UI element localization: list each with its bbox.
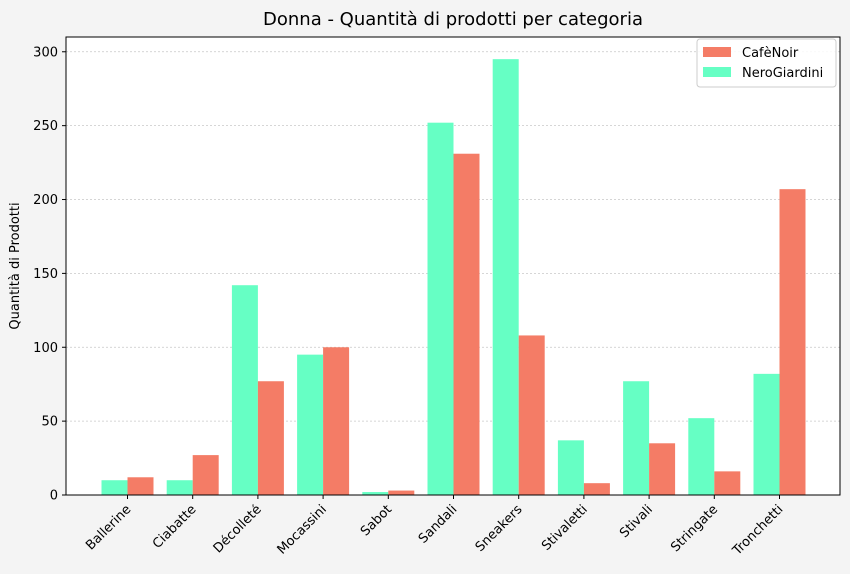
legend-box xyxy=(696,38,837,88)
bar-nerogiardini-4 xyxy=(362,492,389,495)
bar-cafenoir-6 xyxy=(518,335,545,495)
y-axis: 0 50 100 150 200 250 300 xyxy=(33,45,66,504)
bar-cafenoir-3 xyxy=(323,347,350,495)
bar-cafenoir-8 xyxy=(649,443,676,495)
legend-label: CafèNoir xyxy=(742,46,799,61)
bar-cafenoir-9 xyxy=(714,471,741,495)
legend-swatch xyxy=(703,47,731,57)
y-tick-label: 100 xyxy=(33,341,58,356)
bar-cafenoir-1 xyxy=(192,455,219,495)
bar-nerogiardini-1 xyxy=(166,480,193,495)
bar-cafenoir-7 xyxy=(583,483,610,495)
bar-nerogiardini-6 xyxy=(492,59,519,496)
legend: CafèNoir NeroGiardini xyxy=(696,38,837,88)
y-tick-label: 300 xyxy=(33,45,58,60)
bar-nerogiardini-9 xyxy=(688,418,715,495)
bars xyxy=(101,59,806,496)
bar-nerogiardini-2 xyxy=(231,285,258,495)
y-tick-label: 50 xyxy=(41,415,58,430)
bar-nerogiardini-7 xyxy=(557,440,584,495)
bar-nerogiardini-8 xyxy=(623,381,650,495)
y-tick-label: 250 xyxy=(33,119,58,134)
bar-cafenoir-0 xyxy=(127,477,154,495)
y-tick-label: 150 xyxy=(33,267,58,282)
legend-swatch xyxy=(703,67,731,77)
bar-cafenoir-2 xyxy=(257,381,284,495)
bar-cafenoir-5 xyxy=(453,153,480,495)
bar-nerogiardini-3 xyxy=(297,354,324,495)
bar-nerogiardini-5 xyxy=(427,122,454,496)
y-tick-label: 200 xyxy=(33,193,58,208)
bar-cafenoir-4 xyxy=(388,490,415,495)
legend-label: NeroGiardini xyxy=(742,66,823,81)
bar-nerogiardini-10 xyxy=(753,373,780,495)
y-tick-label: 0 xyxy=(50,489,58,504)
chart-title: Donna - Quantità di prodotti per categor… xyxy=(263,9,643,30)
bar-cafenoir-10 xyxy=(779,189,806,495)
y-axis-label: Quantità di Prodotti xyxy=(8,202,23,329)
bar-nerogiardini-0 xyxy=(101,480,128,495)
